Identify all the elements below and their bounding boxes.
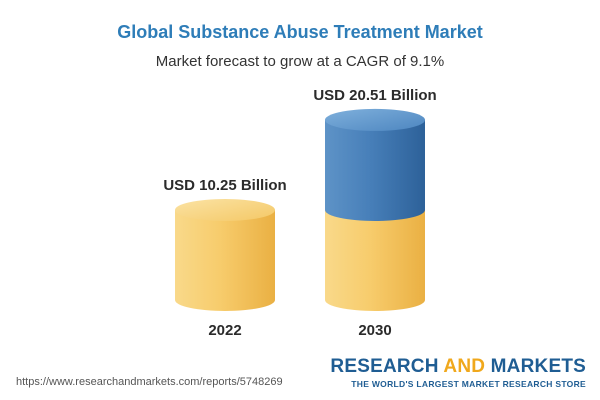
brand-tagline: THE WORLD'S LARGEST MARKET RESEARCH STOR… [351,379,586,389]
x-tick-label-2030: 2030 [358,322,391,339]
brand-logo: RESEARCH AND MARKETS THE WORLD'S LARGEST… [330,356,586,389]
chart-title: Global Substance Abuse Treatment Market [117,22,483,42]
x-tick-label-2022: 2022 [208,322,241,339]
brand-name-part1: RESEARCH [330,356,444,377]
bar-2022-top [175,199,275,222]
brand-name: RESEARCH AND MARKETS [330,356,586,378]
bar-2022 [175,210,275,311]
bar-2030-top [325,108,425,131]
bar-2030-base-segment [325,210,425,311]
brand-name-and: AND [443,356,486,377]
source-url[interactable]: https://www.researchandmarkets.com/repor… [16,376,283,388]
value-label-2030: USD 20.51 Billion [313,87,436,104]
value-label-2022: USD 10.25 Billion [163,177,286,194]
chart-subtitle: Market forecast to grow at a CAGR of 9.1… [155,53,445,70]
brand-name-part3: MARKETS [485,356,586,377]
bar-2030-growth-segment [325,119,425,222]
